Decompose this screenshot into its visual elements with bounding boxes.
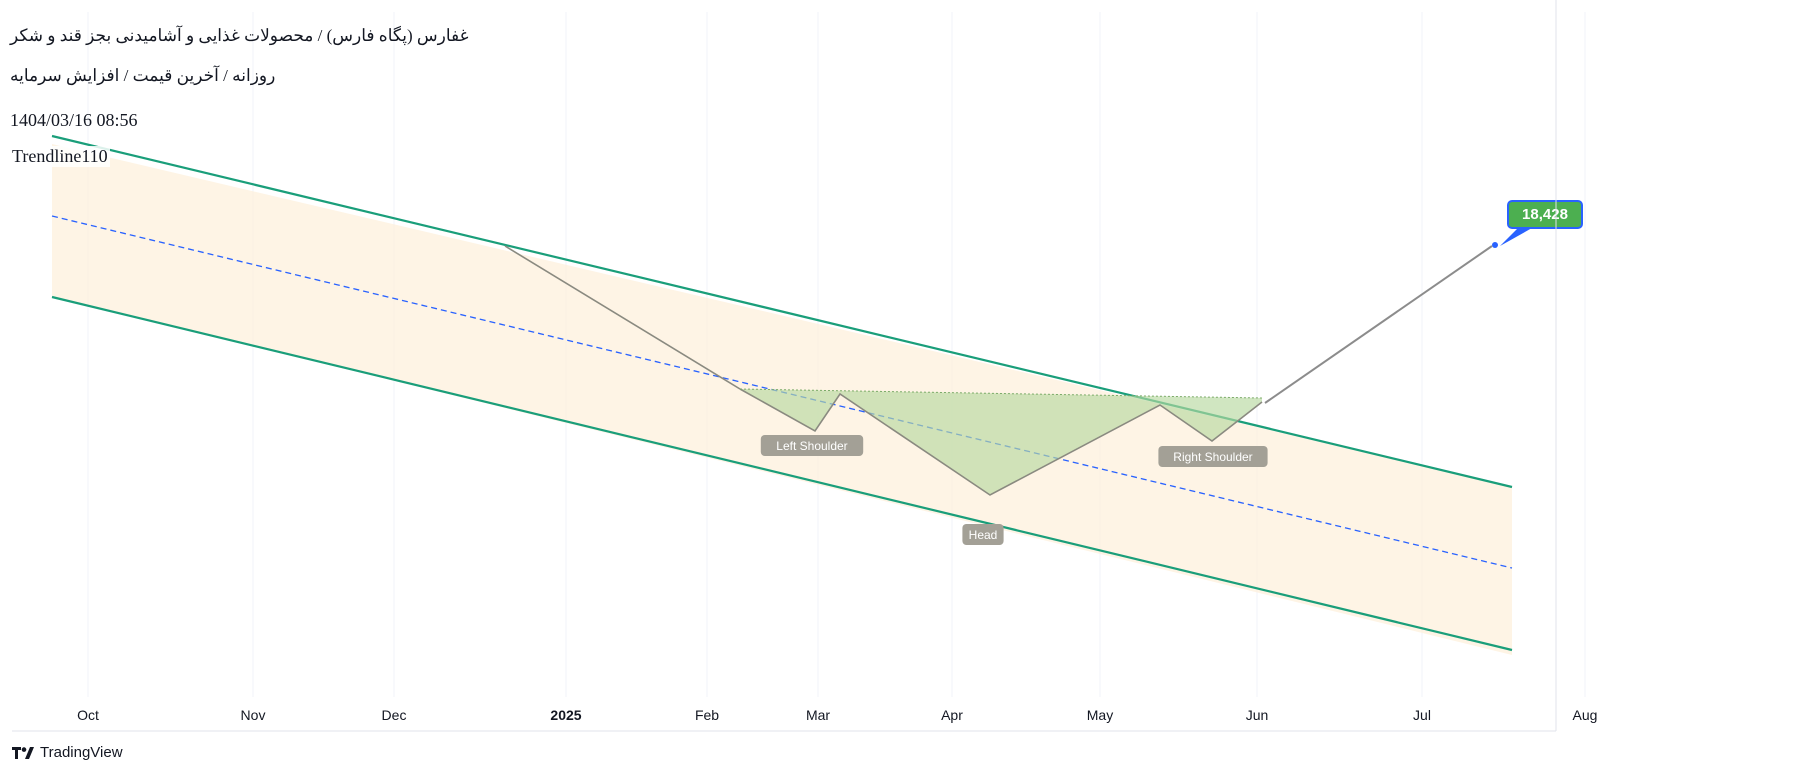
x-tick-label: Nov [241,707,266,723]
x-tick-label: Jul [1413,707,1431,723]
x-tick-label: Feb [695,707,719,723]
timestamp: 1404/03/16 08:56 [10,110,138,130]
indicator-label[interactable]: Trendline110 [10,146,110,167]
pattern-label: Left Shoulder [776,439,847,453]
x-tick-label: Aug [1573,707,1598,723]
x-tick-label: Oct [77,707,99,723]
target-price-badge [1507,200,1583,229]
pattern-label-badge [1158,446,1268,467]
pattern-outline [739,388,1263,496]
channel-lower-line [51,295,1513,652]
target-price-label: 18,428 [1522,206,1568,223]
x-tick-label: Apr [941,707,963,723]
tradingview-logo-icon [12,746,34,759]
projection-line [1264,245,1493,404]
pattern-neckline [739,388,1263,399]
pattern-label: Right Shoulder [1173,450,1252,464]
pattern-fill [740,389,1262,495]
projection-anchor [1492,242,1498,248]
pattern-left-leg [504,245,741,390]
footer-brand-text: TradingView [40,744,123,761]
pattern-label-badge [760,435,864,456]
x-tick-label: May [1087,707,1113,723]
pattern-label: Head [969,528,998,542]
footer-brand[interactable]: TradingView [12,744,123,761]
x-tick-label: 2025 [550,707,581,723]
x-tick-label: Jun [1246,707,1269,723]
x-tick-label: Dec [382,707,407,723]
chart-subtitle: روزانه / آخرین قیمت / افزایش سرمایه [10,66,276,85]
x-tick-label: Mar [806,707,830,723]
pattern-label-badge [962,524,1004,545]
chart-title: غفارس (پگاه فارس) / محصولات غذایی و آشام… [10,26,469,45]
target-callout-tail [1500,228,1532,246]
channel-upper-line [51,134,1513,489]
